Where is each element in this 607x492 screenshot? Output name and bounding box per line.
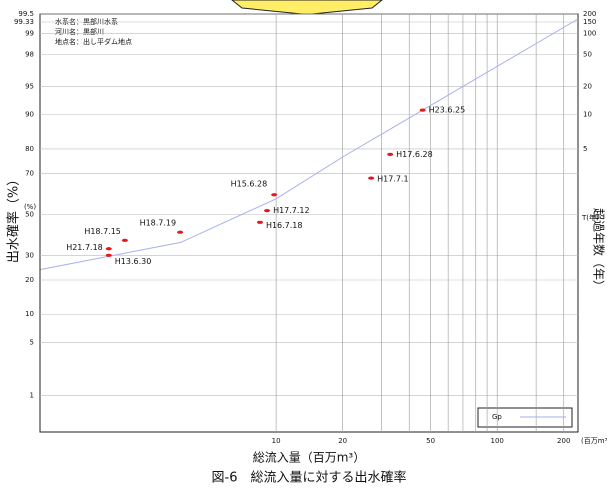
y-axis-title: 出水確率（%）: [6, 173, 22, 263]
y-tick-label: 90: [25, 111, 34, 119]
data-point: [105, 247, 112, 251]
legend-label: Gp: [492, 413, 502, 421]
y-tick-label: 5: [30, 339, 34, 347]
y-tick-label: 50: [25, 210, 34, 218]
y2-unit: T(年): [581, 213, 599, 222]
y-tick-label: 99: [25, 29, 34, 37]
data-point: [368, 176, 375, 180]
y2-tick-label: 10: [583, 111, 592, 119]
y-tick-label: 70: [25, 170, 34, 178]
point-label: H13.6.30: [115, 257, 152, 266]
y2-tick-label: 100: [583, 29, 596, 37]
data-point: [419, 108, 426, 112]
y2-tick-label: 50: [583, 51, 592, 59]
data-point: [387, 152, 394, 156]
y2-tick-label: 5: [583, 145, 587, 153]
info-text: 水系名：黒部川水系: [55, 17, 118, 26]
y2-axis-title: 超過年数（年）: [592, 208, 607, 292]
y2-tick-label: 20: [583, 82, 592, 90]
x-tick-label: 10: [272, 437, 281, 445]
x-tick-label: 200: [557, 437, 570, 445]
y-tick-label: 20: [25, 276, 34, 284]
y-tick-label: 10: [25, 310, 34, 318]
x-tick-label: 50: [426, 437, 435, 445]
point-label: H18.7.15: [84, 227, 121, 236]
point-label: H21.7.18: [66, 243, 103, 252]
data-point: [121, 238, 128, 242]
data-point: [177, 230, 184, 234]
y-tick-label: 99.33: [14, 18, 34, 26]
chart-title: 図-6 総流入量に対する出水確率: [212, 470, 407, 486]
data-point: [271, 193, 278, 197]
y-tick-label: 30: [25, 251, 34, 259]
y-tick-label: 80: [25, 145, 34, 153]
point-label: H23.6.25: [429, 106, 466, 115]
data-point: [105, 253, 112, 257]
x-axis-title: 総流入量（百万m³）: [253, 451, 366, 465]
x-tick-label: 20: [338, 437, 347, 445]
y-tick-label: 99.5: [18, 10, 34, 18]
y-unit: (%): [24, 203, 36, 211]
point-label: H17.7.12: [273, 206, 310, 215]
point-label: H18.7.19: [140, 219, 177, 228]
point-label: H17.6.28: [396, 150, 433, 159]
arrow-shape: [231, 0, 383, 15]
y-tick-label: 98: [25, 51, 34, 59]
y2-tick-label: 200: [583, 10, 596, 18]
data-point: [264, 208, 271, 213]
y-tick-label: 95: [25, 82, 34, 90]
point-label: H15.6.28: [231, 179, 268, 188]
point-label: H16.7.18: [266, 221, 303, 230]
x-tick-label: 100: [491, 437, 504, 445]
point-label: H17.7.1: [377, 175, 408, 184]
y2-tick-label: 150: [583, 18, 596, 26]
y-tick-label: 1: [30, 392, 34, 400]
x-unit: (百万m³): [581, 437, 607, 445]
info-text: 河川名：黒部川: [55, 27, 104, 36]
info-text: 地点名：出し平ダム地点: [55, 37, 132, 46]
data-point: [256, 220, 263, 224]
